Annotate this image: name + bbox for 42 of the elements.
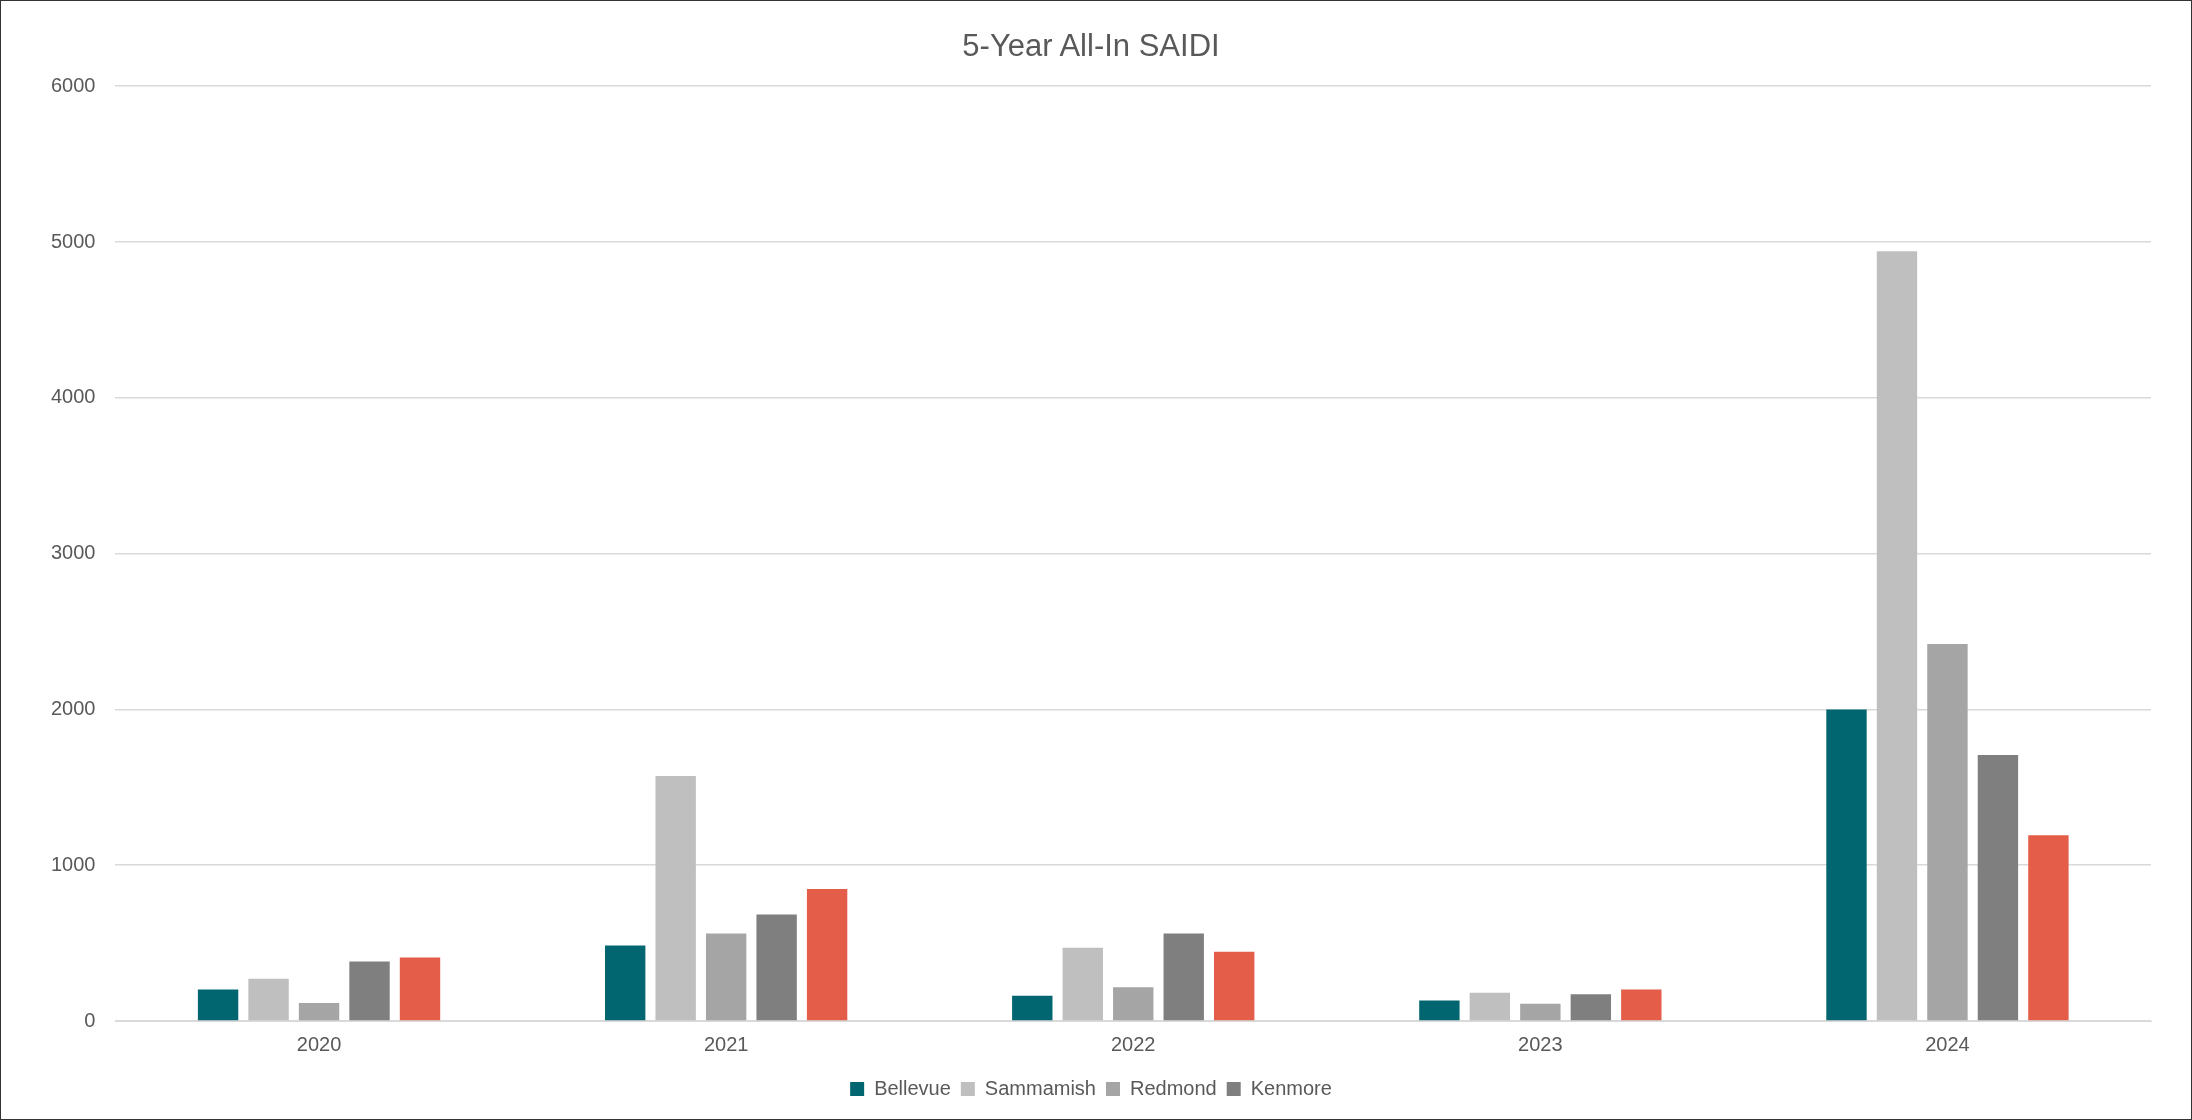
bar [1826,709,1867,1021]
x-tick-label: 2024 [1925,1032,1970,1055]
y-tick-label: 6000 [50,73,96,96]
bar [2028,835,2069,1021]
y-tick-label: 1000 [50,852,96,875]
bar [298,1003,340,1021]
bar [1113,987,1154,1021]
bar [399,957,441,1021]
bar [197,989,239,1021]
bar [1621,989,1662,1021]
bar [349,961,390,1021]
bar [604,945,646,1021]
x-tick-label: 2023 [1518,1032,1563,1055]
bar [1214,951,1255,1021]
x-tick-label: 2021 [703,1032,749,1055]
bar [1163,933,1204,1021]
bar [1012,995,1053,1021]
bar [1419,1000,1460,1021]
legend-label: Kenmore [1250,1076,1332,1099]
legend-label: Bellevue [874,1076,951,1099]
bar [1570,994,1612,1021]
bar [1927,643,1968,1021]
bar [248,978,289,1021]
bar [705,933,747,1021]
chart-title: 5-Year All-In SAIDI [962,28,1220,64]
y-tick-label: 4000 [50,385,96,408]
bar [1520,1003,1561,1021]
bar [1062,947,1103,1021]
bar [756,914,797,1021]
legend-label: Sammamish [984,1076,1096,1099]
y-tick-label: 0 [84,1008,96,1031]
y-tick-label: 2000 [50,696,96,719]
y-tick-label: 3000 [50,541,96,564]
bar [655,775,696,1021]
x-tick-label: 2022 [1111,1032,1156,1055]
bar [1469,992,1511,1021]
y-tick-label: 5000 [50,229,96,252]
bar [1977,755,2019,1021]
legend-label: Redmond [1129,1076,1217,1099]
bar [806,889,848,1021]
x-tick-label: 2020 [296,1032,342,1055]
bar [1876,251,1918,1021]
